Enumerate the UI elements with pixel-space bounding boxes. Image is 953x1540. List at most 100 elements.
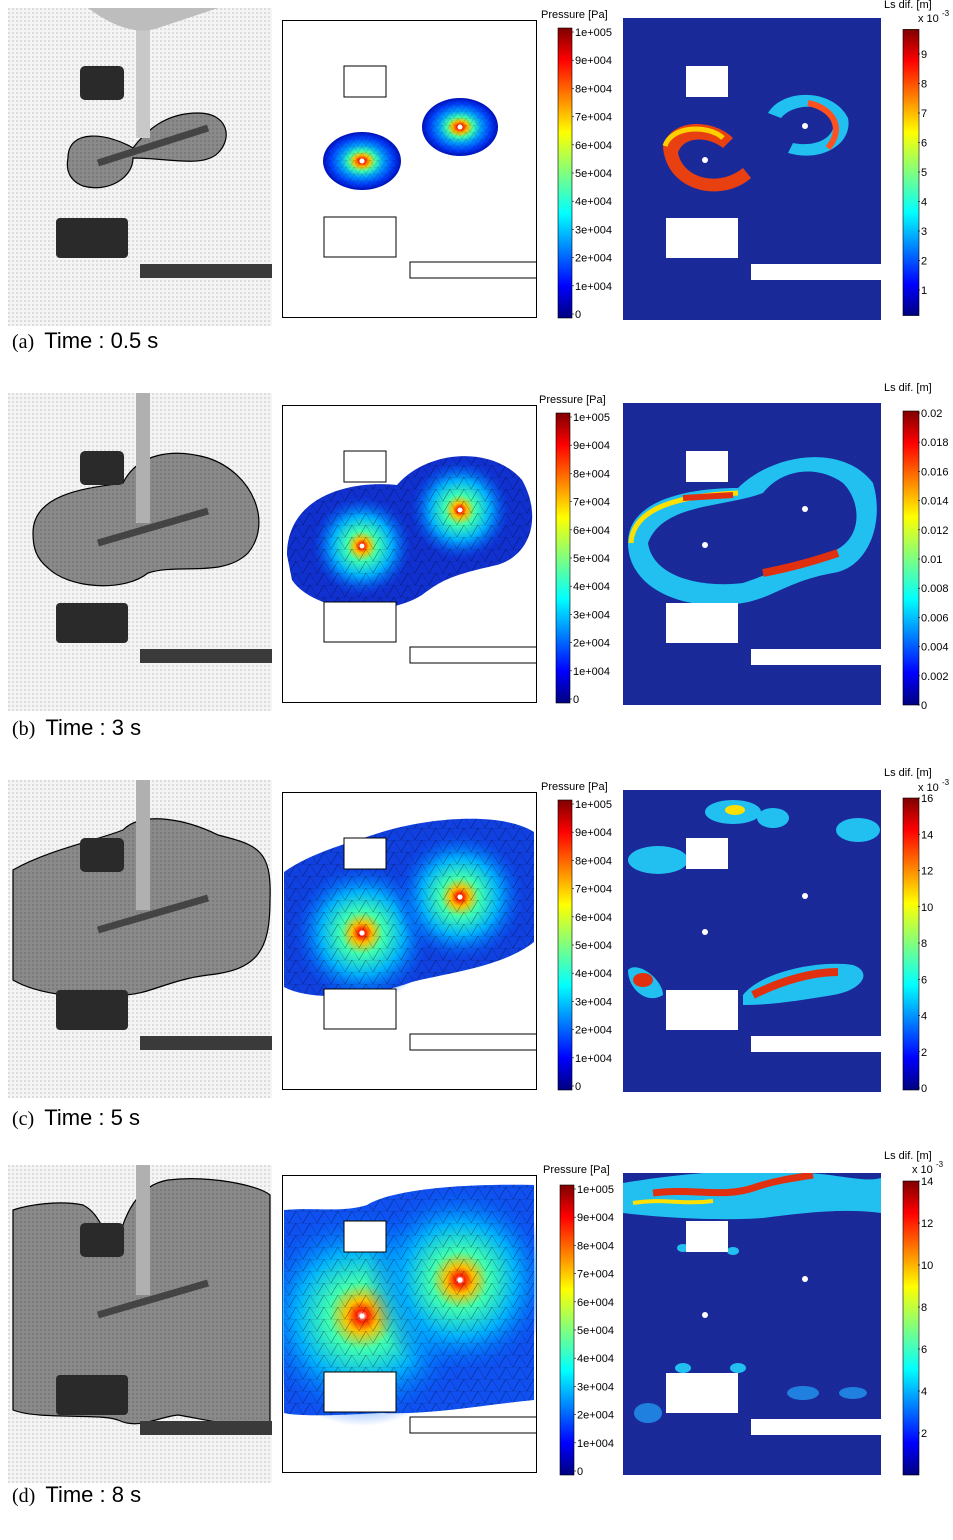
colorbar-tick-label: 14 (921, 829, 933, 841)
colorbar-tick-label: 8e+004 (573, 468, 610, 480)
pressure-simulation (282, 792, 537, 1090)
colorbar-tick-label: 3e+004 (575, 224, 612, 236)
colorbar-tick-label: 9e+004 (575, 55, 612, 67)
colorbar-tick-label: 6e+004 (575, 912, 612, 924)
level-set-colorbar: Ls dif. [m] x 10 -3 9 8 7 6 5 4 3 2 1 (882, 0, 952, 320)
ls-colorbar-title: Ls dif. [m] (884, 0, 932, 11)
pressure-colorbar: Pressure [Pa] 1e+005 9e+004 8e+004 7e+004 6e… (539, 2, 621, 321)
colorbar-tick-label: 1e+004 (577, 1438, 614, 1450)
pressure-colorbar: Pressure [Pa] 1e+005 9e+004 8e+004 7e+004 6e… (539, 1161, 621, 1479)
pressure-colorbar-title: Pressure [Pa] (543, 1164, 610, 1176)
level-set-difference-map (623, 790, 881, 1092)
time-label: Time : 5 s (44, 1105, 140, 1130)
pressure-simulation (282, 1175, 537, 1473)
colorbar-tick-label: 0.014 (921, 496, 949, 508)
ls-exponent: x 10 (918, 13, 939, 25)
pressure-ticks: 1e+005 9e+004 8e+004 7e+004 6e+004 5e+004 4e+0… (570, 412, 610, 706)
colorbar-tick-label: 9e+004 (573, 440, 610, 452)
panel-tag: (d) (12, 1485, 36, 1507)
colorbar-tick-label: 5 (921, 167, 927, 179)
pressure-colorbar: Pressure [Pa] 1e+005 9e+004 8e+004 7e+004 6e… (539, 387, 621, 706)
experiment-photo (8, 780, 272, 1098)
colorbar-tick-label: 7e+004 (575, 884, 612, 896)
colorbar-tick-label: 6 (921, 1344, 927, 1356)
colorbar-tick-label: 6 (921, 974, 927, 986)
colorbar-tick-label: 2 (921, 1047, 927, 1059)
colorbar-tick-label: 8 (921, 1302, 927, 1314)
colorbar-tick-label: 0 (575, 1081, 581, 1093)
colorbar-tick-label: 4 (921, 1011, 927, 1023)
colorbar-tick-label: 12 (921, 866, 933, 878)
pressure-colorbar-title: Pressure [Pa] (539, 394, 606, 406)
level-set-difference-map (623, 403, 881, 705)
colorbar-tick-label: 2e+004 (575, 1025, 612, 1037)
colorbar-tick-label: 5e+004 (575, 168, 612, 180)
ls-exponent-power: -3 (936, 1160, 944, 1169)
colorbar-tick-label: 2e+004 (577, 1410, 614, 1422)
pressure-ticks: 1e+005 9e+004 8e+004 7e+004 6e+004 5e+004 4e+0… (572, 799, 612, 1093)
colorbar-tick-label: 0.004 (921, 642, 949, 654)
panel-caption: (c) Time : 5 s (12, 1105, 140, 1131)
colorbar-tick-label: 9 (921, 49, 927, 61)
level-set-colorbar: Ls dif. [m] 0.02 0.018 0.016 0.014 0.012 0.01… (882, 382, 952, 712)
panel-b: Pressure [Pa] 1e+005 9e+004 8e+004 7e+004 6e… (0, 382, 953, 770)
colorbar-tick-label: 3e+004 (573, 609, 610, 621)
ls-ticks: 0.02 0.018 0.016 0.014 0.012 0.01 0.008 0.006 0.… (918, 408, 949, 712)
colorbar-tick-label: 1e+004 (573, 666, 610, 678)
colorbar-tick-label: 14 (921, 1176, 933, 1188)
colorbar-tick-label: 1e+005 (577, 1184, 614, 1196)
pressure-simulation (282, 20, 537, 318)
colorbar-tick-label: 5e+004 (575, 940, 612, 952)
colorbar-tick-label: 0.012 (921, 525, 949, 537)
colorbar-tick-label: 0.002 (921, 671, 949, 683)
colorbar-tick-label: 0.018 (921, 437, 949, 449)
level-set-difference-map (623, 1173, 881, 1475)
ls-ticks: 9 8 7 6 5 4 3 2 1 (918, 49, 927, 297)
experiment-photo (8, 8, 272, 326)
panel-a: Pressure [Pa] 1e+005 9e+004 8e+004 7e+004 6e… (0, 0, 953, 385)
colorbar-tick-label: 0 (921, 700, 927, 712)
colorbar-tick-label: 6 (921, 138, 927, 150)
colorbar-tick-label: 2 (921, 1428, 927, 1440)
panel-caption: (a) Time : 0.5 s (12, 328, 158, 354)
colorbar-tick-label: 4 (921, 1386, 927, 1398)
colorbar-tick-label: 9e+004 (575, 827, 612, 839)
colorbar-tick-label: 10 (921, 902, 933, 914)
colorbar-tick-label: 7 (921, 108, 927, 120)
colorbar-tick-label: 1e+004 (575, 281, 612, 293)
ls-ticks: 16 14 12 10 8 6 4 2 0 (918, 793, 933, 1095)
colorbar-tick-label: 4e+004 (575, 196, 612, 208)
panel-d: Pressure [Pa] 1e+005 9e+004 8e+004 7e+004 6e… (0, 1150, 953, 1540)
colorbar-tick-label: 7e+004 (573, 497, 610, 509)
colorbar-tick-label: 0 (577, 1466, 583, 1478)
colorbar-tick-label: 1 (921, 285, 927, 297)
colorbar-tick-label: 2e+004 (575, 253, 612, 265)
pressure-colorbar-title: Pressure [Pa] (541, 9, 608, 21)
pressure-colorbar: Pressure [Pa] 1e+005 9e+004 8e+004 7e+004 6e… (539, 774, 621, 1093)
panel-tag: (c) (12, 1108, 35, 1130)
experiment-photo (8, 393, 272, 711)
colorbar-tick-label: 7e+004 (577, 1269, 614, 1281)
colorbar-tick-label: 1e+005 (575, 27, 612, 39)
ls-colorbar-title: Ls dif. [m] (884, 1150, 932, 1162)
colorbar-tick-label: 3e+004 (577, 1381, 614, 1393)
colorbar-tick-label: 2e+004 (573, 638, 610, 650)
colorbar-tick-label: 5e+004 (573, 553, 610, 565)
colorbar-tick-label: 1e+004 (575, 1053, 612, 1065)
time-label: Time : 8 s (45, 1482, 142, 1507)
colorbar-tick-label: 0.02 (921, 408, 942, 420)
ls-exponent-power: -3 (942, 778, 950, 787)
panel-caption: (d) Time : 8 s (12, 1482, 141, 1508)
colorbar-tick-label: 0.008 (921, 583, 949, 595)
colorbar-tick-label: 16 (921, 793, 933, 805)
colorbar-tick-label: 1e+005 (573, 412, 610, 424)
pressure-colorbar-title: Pressure [Pa] (541, 781, 608, 793)
ls-colorbar-title: Ls dif. [m] (884, 767, 932, 779)
colorbar-tick-label: 7e+004 (575, 112, 612, 124)
colorbar-tick-label: 0 (921, 1083, 927, 1095)
level-set-colorbar: Ls dif. [m] x 10 -3 14 12 10 8 6 4 2 (882, 1150, 952, 1476)
ls-exponent: x 10 (918, 782, 939, 794)
time-label: Time : 0.5 s (44, 328, 159, 353)
level-set-colorbar: Ls dif. [m] x 10 -3 16 14 12 10 8 6 4 2 0 (882, 767, 952, 1095)
pressure-ticks: 1e+005 9e+004 8e+004 7e+004 6e+004 5e+004 4e+0… (572, 27, 612, 321)
